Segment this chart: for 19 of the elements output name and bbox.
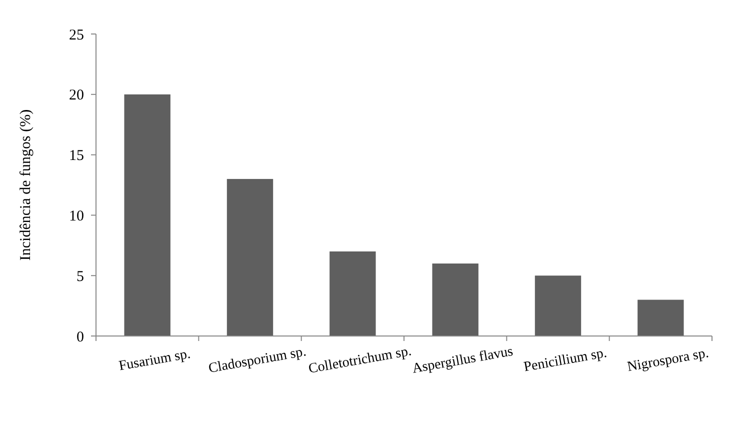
y-tick-label: 25 — [69, 27, 84, 44]
x-tick-label: Colletotrichum sp. — [307, 344, 413, 377]
x-tick-label: Fusarium sp. — [118, 346, 192, 374]
x-tick-label: Aspergillus flavus — [411, 344, 514, 377]
y-tick-label: 20 — [69, 88, 84, 104]
x-tick-label: Nigrospora sp. — [626, 346, 710, 376]
bar — [638, 300, 684, 336]
y-tick-label: 5 — [76, 268, 84, 285]
y-tick-label: 15 — [69, 148, 84, 164]
bar — [226, 178, 274, 336]
bar — [124, 94, 170, 336]
y-tick-label: 0 — [76, 329, 84, 346]
y-tick-label: 10 — [69, 208, 84, 224]
x-tick-label: Penicillium sp. — [522, 346, 608, 376]
y-axis-title: Incidência de fungos (%) — [18, 109, 34, 261]
bar — [534, 276, 582, 336]
x-tick-label: Cladosporium sp. — [207, 344, 308, 377]
bar — [330, 251, 376, 336]
bar — [432, 264, 478, 336]
